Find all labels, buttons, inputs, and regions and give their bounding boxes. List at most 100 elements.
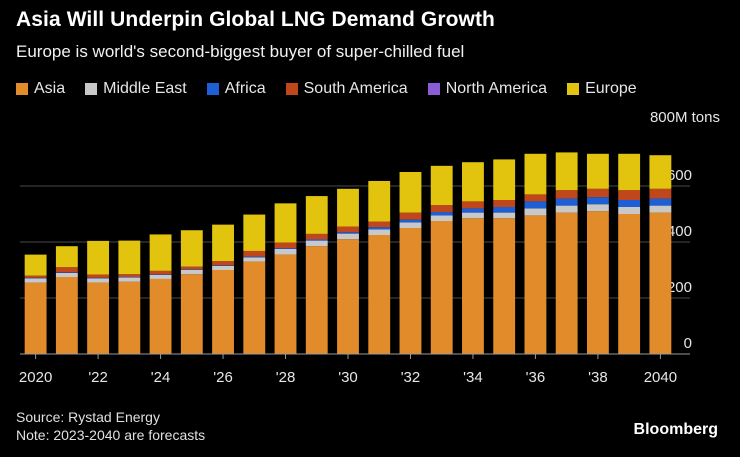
bar-2040-africa [649,198,672,206]
bar-2032-south-america [399,212,422,220]
bar-2027-africa [243,256,266,258]
bar-2031-middle-east [368,229,391,235]
bar-2038-asia [586,211,609,354]
bar-2039-south-america [618,190,641,200]
bar-2035-south-america [493,200,516,207]
bloomberg-logo: Bloomberg [633,421,718,438]
bar-2030-africa [337,232,359,234]
bar-2030-europe [337,188,359,227]
legend: Asia Middle East Africa South America No… [16,80,637,98]
bar-2028-south-america [274,242,297,249]
bar-2027-middle-east [243,257,266,262]
bar-2023-middle-east [118,277,141,282]
bar-2036-asia [524,215,547,354]
bar-2024-middle-east [149,274,172,279]
bar-2039-middle-east [618,207,641,214]
bar-2026-asia [212,270,234,354]
x-tick-label-2030: '30 [338,369,358,386]
x-tick-label-2040: 2040 [644,369,677,386]
bar-2020-middle-east [24,278,47,283]
y-tick-label-200: 200 [667,279,692,296]
bar-2038-europe [586,153,609,189]
bar-2030-asia [337,239,359,354]
bar-2040-europe [649,155,672,189]
bar-2022-africa [87,277,110,279]
x-tick-label-2038: '38 [588,369,608,386]
footer: Source: Rystad Energy Note: 2023-2040 ar… [16,408,205,444]
bar-2023-africa [118,277,141,278]
bar-2033-middle-east [430,215,453,221]
bar-2021-middle-east [55,272,78,277]
bar-2024-south-america [149,270,172,275]
bar-2036-europe [524,153,547,195]
bar-2032-africa [399,219,422,223]
bar-2034-asia [462,218,484,354]
bar-2023-south-america [118,274,141,277]
legend-item-middle-east: Middle East [85,80,187,98]
bar-2024-africa [149,274,172,275]
bar-2032-asia [399,228,422,354]
bar-2035-asia [493,218,516,354]
bar-2033-africa [430,212,453,216]
bar-2027-asia [243,261,266,354]
bar-2031-europe [368,180,391,222]
bar-2033-europe [430,165,453,206]
legend-label-asia: Asia [34,80,66,97]
bar-2025-asia [180,274,203,354]
legend-item-south-america: South America [285,80,408,98]
bar-2021-south-america [55,267,78,273]
bar-2026-africa [212,265,234,266]
bar-2028-africa [274,248,297,249]
bar-2029-middle-east [305,240,328,247]
bar-2026-middle-east [212,265,234,270]
bar-2039-asia [618,214,641,354]
forecast-note: Note: 2023-2040 are forecasts [16,427,206,443]
bar-2028-europe [274,203,297,243]
bar-2030-south-america [337,226,359,233]
bar-2021-europe [55,246,78,268]
x-tick-label-2034: '34 [463,369,483,386]
y-tick-label-400: 400 [667,223,692,240]
x-tick-label-2022: '22 [88,369,108,386]
bar-2034-europe [462,162,484,202]
bar-2036-south-america [524,194,547,202]
bar-2034-middle-east [462,212,484,219]
bar-2040-middle-east [649,205,672,213]
bar-2024-asia [149,278,172,354]
bar-2028-middle-east [274,249,297,255]
x-tick-label-2024: '24 [151,369,171,386]
bar-2039-africa [618,200,641,207]
bar-2026-europe [212,224,234,262]
bar-2022-asia [87,282,110,354]
bar-2038-middle-east [586,204,609,212]
bar-2022-europe [87,240,110,275]
x-tick-label-2032: '32 [401,369,421,386]
x-tick-label-2026: '26 [213,369,233,386]
bar-2026-south-america [212,261,234,266]
legend-label-africa: Africa [224,80,266,97]
x-tick-label-2036: '36 [526,369,546,386]
legend-swatch-south-america [285,83,298,95]
bar-2037-middle-east [555,205,578,213]
bar-2035-africa [493,207,516,213]
bar-2037-south-america [555,190,578,199]
legend-swatch-europe [567,83,580,95]
bar-2038-africa [586,197,609,205]
legend-item-africa: Africa [206,80,266,98]
bar-2037-europe [555,152,578,191]
y-axis-unit-label: 800M tons [650,109,720,126]
y-tick-label-600: 600 [667,167,692,184]
legend-swatch-asia [16,83,28,95]
bar-2020-africa [24,277,47,279]
bar-2040-asia [649,212,672,354]
bar-2032-middle-east [399,222,422,228]
bar-2020-europe [24,254,47,276]
bar-2027-europe [243,214,266,251]
bar-2037-africa [555,198,578,206]
bar-2023-europe [118,240,141,275]
bar-2037-asia [555,212,578,354]
bar-2031-asia [368,235,391,354]
legend-item-asia: Asia [16,80,65,98]
x-tick-label-2028: '28 [276,369,296,386]
